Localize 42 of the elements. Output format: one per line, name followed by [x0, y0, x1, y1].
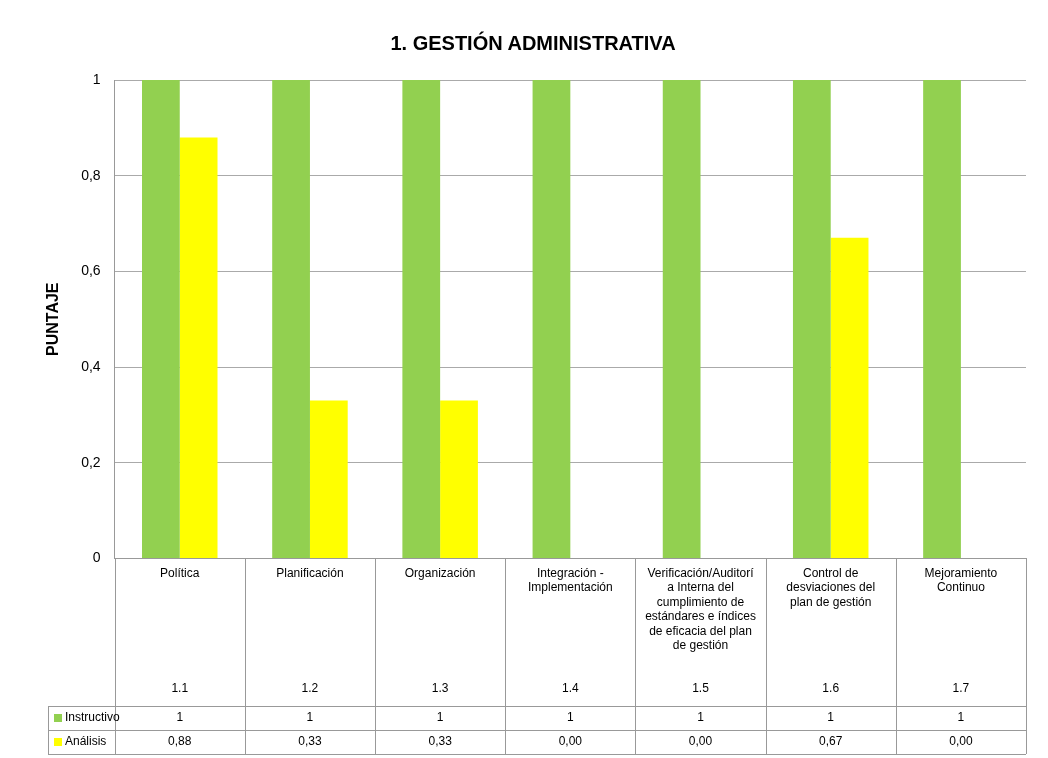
category-label: Planificación 1.2 — [276, 565, 344, 696]
legend-label: Instructivo — [65, 710, 121, 725]
data-label: 1 — [176, 710, 184, 725]
data-label: 0,33 — [298, 734, 322, 749]
legend-label: Análisis — [65, 734, 107, 749]
chart-title: 1. GESTIÓN ADMINISTRATIVA — [390, 30, 676, 54]
data-label: 1 — [957, 710, 965, 725]
bar — [272, 80, 310, 558]
category-label: Política 1.1 — [160, 565, 200, 696]
bar — [309, 400, 348, 558]
bar — [830, 237, 869, 558]
data-label: 1 — [566, 710, 574, 725]
data-label: 0,33 — [428, 734, 453, 749]
data-label: 0,00 — [558, 734, 583, 749]
y-tick-label: 0 — [92, 549, 101, 566]
category-label: Mejoramiento Continuo 1.7 — [924, 565, 998, 696]
bar — [402, 80, 441, 558]
data-label: 1 — [306, 710, 314, 725]
data-label: 1 — [827, 710, 835, 725]
data-label: 0,00 — [949, 734, 973, 749]
bar — [142, 80, 180, 558]
y-tick-label: 0,6 — [81, 262, 101, 279]
category-label: Verificación/Auditoría Interna del cumplimiento de estándares e índices de eficacia del plan de gestión 1.5 — [645, 565, 756, 696]
category-label: Control de desviaciones del plan de gestión 1.6 — [786, 565, 876, 696]
category-label: Integración - Implementación 1.4 — [527, 565, 613, 696]
data-label: 1 — [436, 710, 444, 725]
y-tick-label: 0,2 — [81, 453, 101, 470]
y-tick-label: 0,4 — [81, 357, 101, 374]
bar — [440, 400, 478, 558]
category-label: Organización 1.3 — [404, 565, 476, 696]
bar — [923, 80, 961, 558]
y-tick-label: 1 — [92, 70, 101, 87]
data-label: 0,00 — [688, 734, 713, 749]
y-axis-title: PUNTAJE — [44, 282, 62, 356]
bar — [792, 80, 831, 558]
bar — [662, 80, 701, 558]
data-label: 1 — [697, 710, 705, 725]
bar — [179, 137, 218, 558]
data-label: 0,67 — [819, 734, 843, 749]
bar — [532, 80, 571, 558]
y-tick-label: 0,8 — [81, 166, 101, 183]
data-label: 0,88 — [168, 734, 192, 749]
